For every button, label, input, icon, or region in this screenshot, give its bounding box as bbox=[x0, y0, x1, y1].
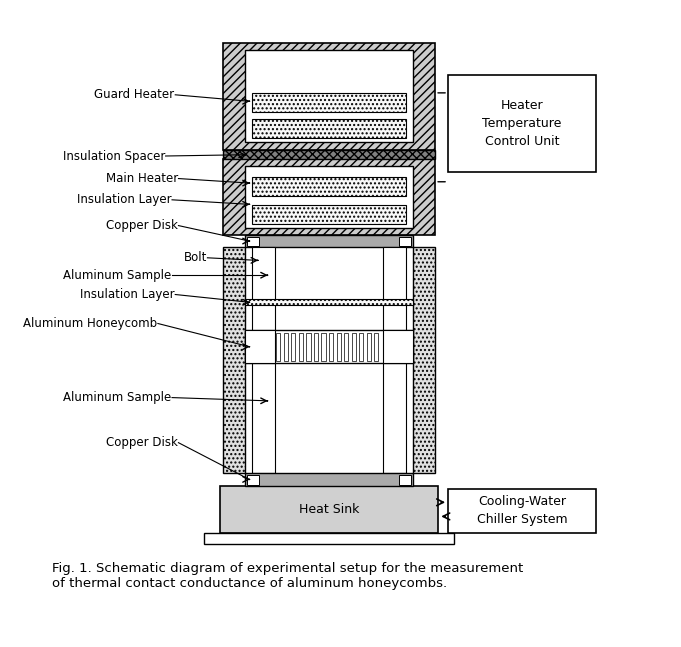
Text: Aluminum Sample: Aluminum Sample bbox=[63, 391, 172, 404]
Text: Bolt: Bolt bbox=[183, 251, 207, 264]
Text: Insulation Layer: Insulation Layer bbox=[80, 288, 174, 301]
Bar bbox=[245, 473, 413, 486]
Bar bbox=[383, 330, 413, 364]
Bar bbox=[253, 177, 406, 196]
Text: Aluminum Honeycomb: Aluminum Honeycomb bbox=[23, 317, 157, 330]
Bar bbox=[291, 333, 296, 361]
Text: Copper Disk: Copper Disk bbox=[106, 219, 178, 232]
Bar bbox=[245, 166, 413, 228]
Bar bbox=[223, 149, 435, 159]
Bar bbox=[413, 248, 435, 473]
Bar bbox=[245, 299, 413, 305]
Bar bbox=[399, 475, 411, 485]
Bar bbox=[383, 248, 406, 473]
Bar bbox=[220, 486, 439, 533]
Text: Main Heater: Main Heater bbox=[106, 172, 178, 185]
Bar bbox=[253, 205, 406, 225]
Text: Insulation Layer: Insulation Layer bbox=[77, 193, 172, 206]
Bar bbox=[204, 533, 454, 544]
Bar bbox=[253, 118, 406, 138]
Bar bbox=[375, 333, 379, 361]
Text: Copper Disk: Copper Disk bbox=[106, 436, 178, 449]
Text: Aluminum Sample: Aluminum Sample bbox=[63, 269, 172, 281]
Bar bbox=[245, 330, 413, 364]
Bar bbox=[245, 235, 413, 248]
Bar bbox=[448, 489, 596, 533]
Text: Insulation Spacer: Insulation Spacer bbox=[63, 149, 165, 162]
Text: Heater
Temperature
Control Unit: Heater Temperature Control Unit bbox=[482, 99, 562, 148]
Bar bbox=[448, 76, 596, 172]
Text: Cooling-Water
Chiller System: Cooling-Water Chiller System bbox=[477, 496, 567, 527]
Bar bbox=[306, 333, 311, 361]
Bar bbox=[276, 333, 281, 361]
Bar bbox=[399, 237, 411, 247]
Bar bbox=[247, 237, 259, 247]
Bar bbox=[321, 333, 326, 361]
Bar bbox=[299, 333, 303, 361]
Bar bbox=[245, 50, 413, 142]
Bar bbox=[329, 333, 333, 361]
Text: Heat Sink: Heat Sink bbox=[299, 503, 359, 516]
Bar bbox=[359, 333, 363, 361]
Bar bbox=[351, 333, 355, 361]
Bar bbox=[314, 333, 318, 361]
Bar bbox=[284, 333, 288, 361]
Bar bbox=[253, 93, 406, 112]
Bar bbox=[344, 333, 348, 361]
Text: Fig. 1. Schematic diagram of experimental setup for the measurement
of thermal c: Fig. 1. Schematic diagram of experimenta… bbox=[52, 562, 524, 590]
Bar bbox=[245, 330, 275, 364]
Text: Guard Heater: Guard Heater bbox=[95, 88, 174, 102]
Bar bbox=[366, 333, 371, 361]
Bar bbox=[223, 248, 245, 473]
Bar bbox=[247, 475, 259, 485]
Bar bbox=[252, 248, 275, 473]
Bar bbox=[223, 43, 435, 149]
Bar bbox=[223, 159, 435, 235]
Bar bbox=[336, 333, 340, 361]
